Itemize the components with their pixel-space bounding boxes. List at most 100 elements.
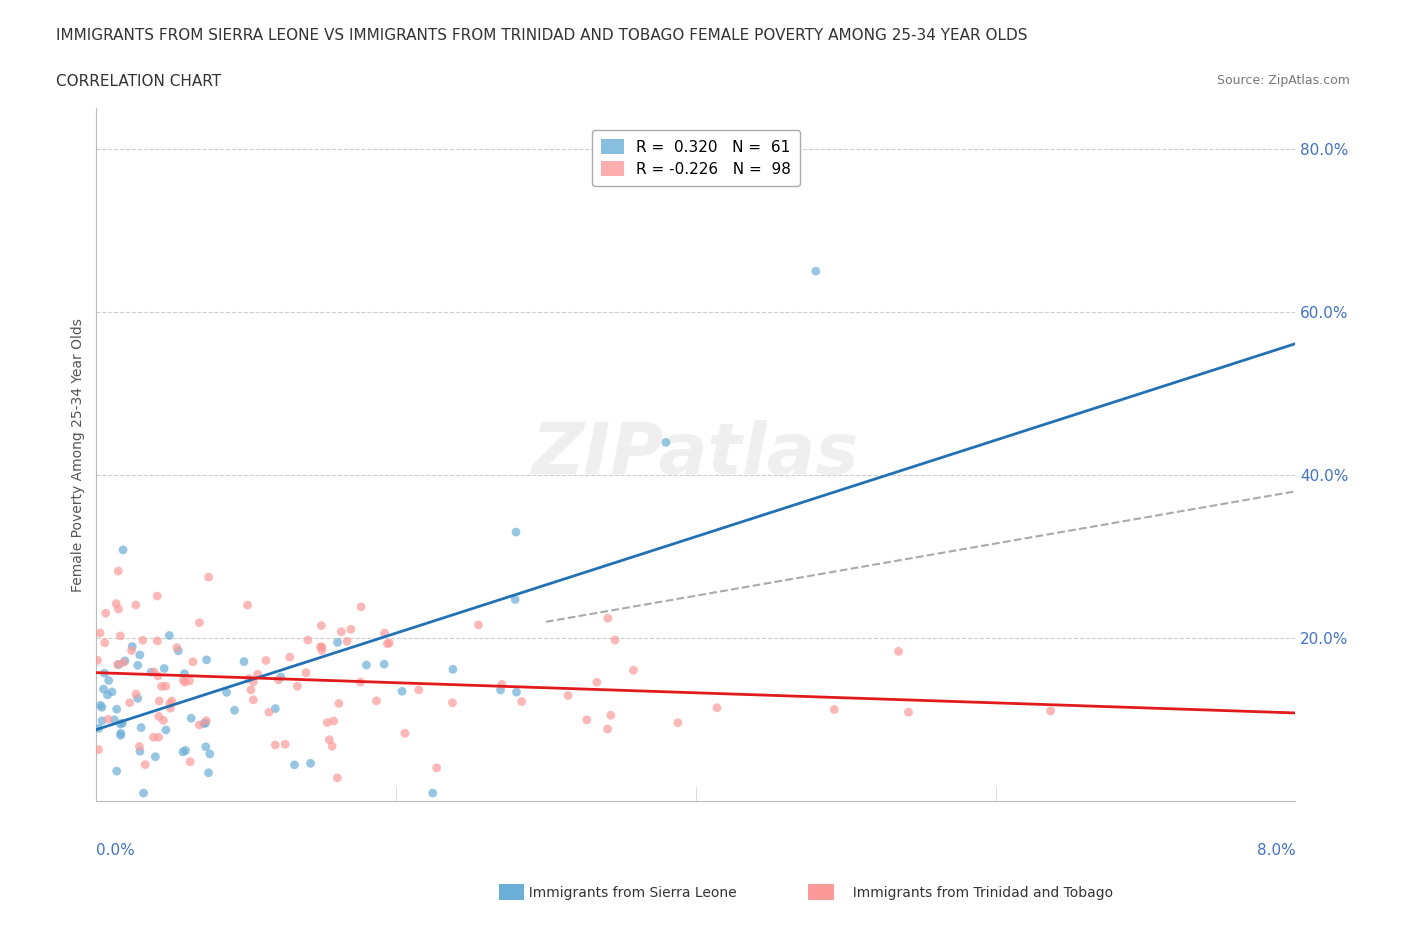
Point: [150, 679, 173, 694]
Point: [706, 700, 728, 715]
Point: [1039, 704, 1062, 719]
Point: [90, 700, 112, 715]
Point: [505, 525, 527, 539]
Point: [93, 666, 115, 681]
Point: [804, 264, 827, 279]
Point: [134, 757, 156, 772]
Point: [489, 683, 512, 698]
Point: [112, 542, 135, 557]
Point: [270, 670, 292, 684]
Point: [193, 716, 215, 731]
Point: [97, 673, 120, 688]
Point: [295, 665, 318, 680]
Point: [197, 570, 219, 585]
Point: [264, 701, 287, 716]
Point: [127, 691, 149, 706]
Point: [129, 744, 152, 759]
Point: [128, 647, 150, 662]
Point: [118, 696, 141, 711]
Point: [505, 684, 527, 699]
Legend: R =  0.320   N =  61, R = -0.226   N =  98: R = 0.320 N = 61, R = -0.226 N = 98: [592, 129, 800, 186]
Point: [557, 688, 579, 703]
Point: [326, 770, 349, 785]
Point: [153, 661, 176, 676]
Point: [283, 757, 305, 772]
Point: [422, 786, 444, 801]
Point: [322, 713, 344, 728]
Point: [585, 675, 607, 690]
Point: [159, 697, 181, 711]
Text: Immigrants from Trinidad and Tobago: Immigrants from Trinidad and Tobago: [844, 885, 1112, 900]
Point: [107, 658, 129, 672]
Point: [195, 653, 218, 668]
Point: [198, 747, 221, 762]
Point: [267, 672, 290, 687]
Point: [274, 737, 297, 751]
Point: [236, 598, 259, 613]
Point: [887, 644, 910, 658]
Point: [349, 674, 371, 689]
Point: [378, 635, 401, 650]
Point: [146, 669, 169, 684]
Point: [503, 592, 526, 607]
Point: [309, 639, 332, 654]
Point: [254, 653, 277, 668]
Point: [166, 640, 188, 655]
Point: [173, 666, 195, 681]
Point: [146, 633, 169, 648]
Point: [155, 679, 177, 694]
Point: [242, 674, 264, 689]
Point: [391, 684, 413, 698]
Point: [179, 754, 201, 769]
Point: [110, 629, 132, 644]
Point: [96, 687, 118, 702]
Point: [94, 605, 117, 620]
Point: [143, 750, 166, 764]
Text: Immigrants from Sierra Leone: Immigrants from Sierra Leone: [520, 885, 737, 900]
Point: [596, 722, 619, 737]
Point: [148, 709, 170, 724]
Point: [188, 615, 211, 630]
Point: [110, 728, 132, 743]
Point: [103, 712, 125, 727]
Point: [167, 644, 190, 658]
Point: [366, 694, 388, 709]
Point: [599, 708, 621, 723]
Point: [121, 644, 143, 658]
Point: [340, 622, 363, 637]
Point: [114, 654, 136, 669]
Point: [350, 599, 373, 614]
Point: [575, 712, 598, 727]
Point: [823, 702, 845, 717]
Point: [105, 764, 128, 778]
Point: [655, 435, 678, 450]
Point: [356, 658, 378, 672]
Text: Source: ZipAtlas.com: Source: ZipAtlas.com: [1216, 74, 1350, 87]
Point: [897, 705, 920, 720]
Point: [257, 705, 280, 720]
Point: [188, 718, 211, 733]
Point: [157, 628, 180, 643]
Point: [132, 786, 155, 801]
Point: [148, 694, 170, 709]
Point: [91, 713, 114, 728]
Point: [181, 655, 204, 670]
Point: [224, 703, 246, 718]
Point: [278, 650, 301, 665]
Point: [264, 737, 287, 752]
Point: [328, 696, 350, 711]
Point: [160, 694, 183, 709]
Point: [111, 716, 134, 731]
Point: [377, 636, 399, 651]
Point: [603, 632, 626, 647]
Point: [246, 667, 269, 682]
Point: [101, 684, 124, 699]
Point: [180, 711, 202, 725]
Point: [172, 744, 194, 759]
Point: [87, 721, 110, 736]
Point: [239, 683, 262, 698]
Point: [510, 694, 533, 709]
Text: IMMIGRANTS FROM SIERRA LEONE VS IMMIGRANTS FROM TRINIDAD AND TOBAGO FEMALE POVER: IMMIGRANTS FROM SIERRA LEONE VS IMMIGRAN…: [56, 28, 1028, 43]
Point: [172, 672, 194, 687]
Point: [441, 696, 464, 711]
